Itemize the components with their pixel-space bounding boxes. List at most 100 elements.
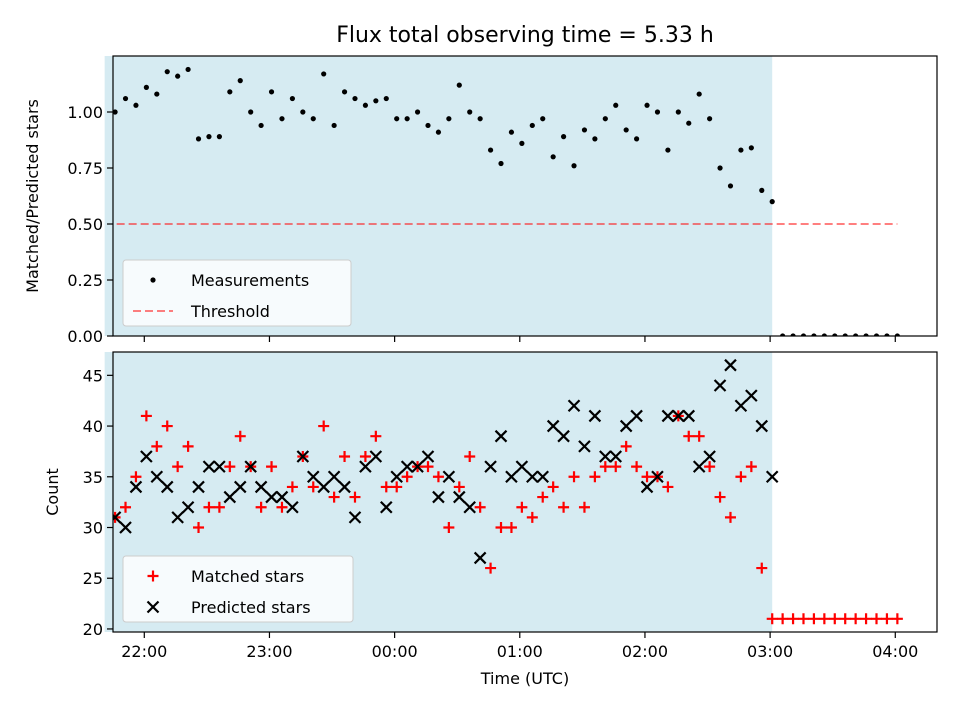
measurement-point — [832, 333, 838, 336]
measurement-point — [581, 127, 588, 133]
y-axis-label: Matched/Predicted stars — [23, 99, 42, 293]
ratio-panel: 0.00 0.25 0.50 0.75 1.00 Matched/Predicted st… — [23, 55, 938, 346]
predicted-star-marker — [359, 460, 372, 473]
matched-star-marker — [860, 613, 872, 625]
y-tick-label: 0.75 — [67, 159, 103, 178]
measurement-point — [477, 116, 483, 122]
predicted-star-marker — [379, 500, 393, 514]
measurement-point — [154, 91, 160, 97]
predicted-star-marker — [672, 409, 685, 423]
predicted-star-marker — [453, 490, 466, 504]
predicted-star-marker — [682, 409, 696, 423]
matched-star-marker — [714, 491, 726, 503]
matched-star-marker — [558, 501, 570, 513]
predicted-star-marker — [202, 460, 216, 473]
matched-star-marker — [203, 501, 215, 513]
predicted-star-marker — [640, 480, 654, 494]
predicted-star-marker — [536, 470, 550, 484]
matched-star-marker — [568, 471, 580, 483]
matched-star-marker — [140, 410, 152, 422]
y-tick-label: 1.00 — [67, 103, 103, 122]
measurement-point — [748, 145, 754, 151]
predicted-star-marker — [619, 419, 633, 433]
predicted-star-marker — [755, 419, 769, 433]
predicted-star-marker — [473, 551, 487, 565]
measurement-point — [143, 84, 149, 90]
matched-star-marker — [224, 461, 236, 473]
axes-frame — [112, 351, 938, 633]
matched-star-marker — [370, 430, 382, 442]
measurement-point — [446, 116, 452, 122]
predicted-star-marker — [505, 470, 518, 484]
predicted-star-marker — [526, 470, 539, 484]
predicted-star-marker — [484, 460, 497, 473]
matched-star-marker — [182, 440, 194, 452]
matched-star-marker — [432, 471, 444, 483]
matched-star-marker — [881, 613, 893, 625]
matched-star-marker — [724, 511, 736, 523]
measurement-point — [435, 129, 442, 135]
measurement-point — [498, 160, 504, 167]
predicted-star-marker — [140, 450, 153, 463]
legend-box — [122, 555, 354, 623]
measurement-point — [717, 165, 723, 171]
predicted-star-marker — [599, 450, 612, 463]
predicted-star-marker — [463, 500, 476, 514]
legend-marker — [150, 277, 156, 283]
measurement-point — [894, 333, 900, 336]
measurement-point — [310, 116, 316, 122]
predicted-star-marker — [244, 460, 257, 473]
matched-star-marker — [172, 461, 184, 473]
predicted-star-marker — [703, 450, 716, 463]
measurement-point — [216, 134, 222, 140]
measurement-point — [331, 122, 337, 129]
matched-star-marker — [704, 461, 716, 473]
measurement-point — [373, 98, 379, 104]
predicted-star-marker — [745, 389, 758, 402]
predicted-star-marker — [442, 470, 456, 484]
measurement-point — [529, 122, 535, 129]
matched-star-marker — [349, 491, 361, 503]
measurement-point — [227, 89, 233, 95]
measurement-point — [467, 109, 473, 115]
measurement-point — [289, 95, 296, 102]
predicted-star-marker — [306, 470, 320, 484]
predicted-star-marker — [630, 409, 643, 423]
x-tick-label: 22:00 — [121, 642, 167, 661]
predicted-star-marker — [275, 490, 289, 504]
measurement-point — [414, 109, 421, 115]
measurement-point — [133, 102, 139, 108]
predicted-star-marker — [432, 490, 445, 504]
matched-star-marker — [766, 613, 778, 625]
measurement-point — [175, 73, 181, 79]
legend-label: Predicted stars — [191, 598, 311, 617]
matched-star-marker — [839, 613, 851, 625]
predicted-star-marker — [327, 470, 341, 484]
matched-star-marker — [255, 501, 267, 513]
measurement-point — [394, 116, 400, 122]
measurement-point — [759, 187, 765, 193]
axes-frame — [112, 55, 938, 337]
measurement-point — [164, 69, 170, 75]
matched-star-marker — [234, 430, 246, 442]
count-panel: 20 25 30 35 40 45 22:00 23:00 00:00 01:00 02:00 03:… — [43, 351, 938, 688]
predicted-star-marker — [160, 480, 174, 494]
matched-star-marker — [359, 450, 371, 462]
measurement-point — [592, 136, 598, 142]
measurement-point — [550, 154, 556, 160]
measurement-point — [540, 116, 546, 122]
matched-star-marker — [474, 501, 486, 513]
measurement-point — [811, 333, 817, 336]
matched-star-marker — [401, 471, 413, 483]
measurement-point — [613, 102, 619, 108]
matched-star-marker — [620, 440, 632, 452]
matched-star-marker — [547, 481, 559, 493]
measurement-point — [560, 134, 567, 140]
matched-star-marker — [662, 481, 674, 493]
legend-label: Matched stars — [191, 567, 304, 586]
legend-box — [122, 259, 352, 327]
matched-star-marker — [578, 501, 590, 513]
measurement-point — [185, 66, 191, 73]
predicted-star-marker — [588, 409, 602, 423]
